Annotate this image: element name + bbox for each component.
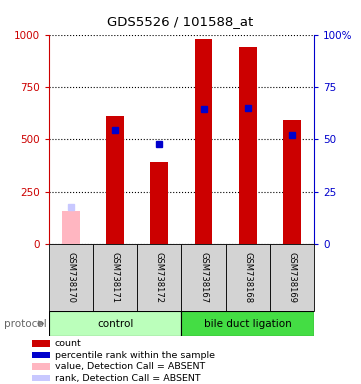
Bar <box>181 244 226 311</box>
Bar <box>137 244 182 311</box>
Bar <box>226 244 270 311</box>
Text: value, Detection Call = ABSENT: value, Detection Call = ABSENT <box>55 362 205 371</box>
Bar <box>49 244 93 311</box>
Text: GSM738168: GSM738168 <box>243 252 252 303</box>
Text: GSM738172: GSM738172 <box>155 252 164 303</box>
Bar <box>195 39 212 244</box>
Text: GDS5526 / 101588_at: GDS5526 / 101588_at <box>107 15 254 28</box>
Bar <box>32 364 50 370</box>
Bar <box>49 311 181 336</box>
Bar <box>93 244 137 311</box>
Text: protocol: protocol <box>4 318 46 329</box>
Bar <box>181 311 314 336</box>
Text: count: count <box>55 339 82 348</box>
Bar <box>106 116 124 244</box>
Text: GSM738170: GSM738170 <box>66 252 75 303</box>
Bar <box>32 352 50 358</box>
Bar <box>270 244 314 311</box>
Text: bile duct ligation: bile duct ligation <box>204 318 292 329</box>
Text: GSM738169: GSM738169 <box>287 252 296 303</box>
Bar <box>239 47 257 244</box>
Text: GSM738171: GSM738171 <box>110 252 119 303</box>
Text: GSM738167: GSM738167 <box>199 252 208 303</box>
Bar <box>32 341 50 347</box>
Bar <box>283 120 301 244</box>
Text: control: control <box>97 318 133 329</box>
Text: rank, Detection Call = ABSENT: rank, Detection Call = ABSENT <box>55 374 200 383</box>
Bar <box>32 375 50 381</box>
Bar <box>62 212 80 244</box>
Bar <box>151 162 168 244</box>
Text: percentile rank within the sample: percentile rank within the sample <box>55 351 215 360</box>
